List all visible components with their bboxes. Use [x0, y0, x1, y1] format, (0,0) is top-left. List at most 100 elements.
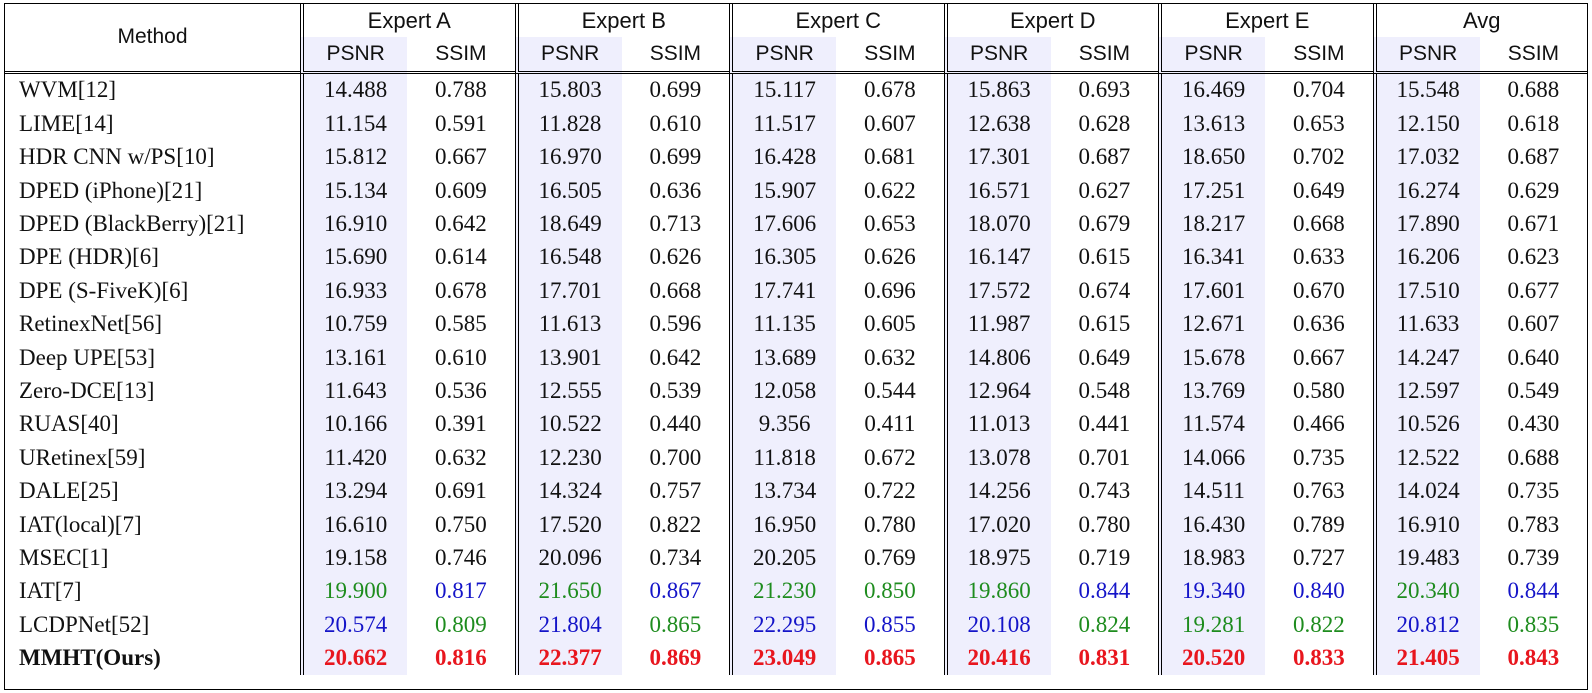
table-row: IAT[7] 19.900 0.817 21.650 0.867 21.230 0.850 1…: [5, 574, 1587, 609]
ssim-value-cell: 0.743: [1078, 478, 1131, 504]
psnr-value-cell: 15.548: [1372, 73, 1480, 108]
method-cell: WVM[12]: [19, 77, 117, 103]
psnr-value-cell: 20.416: [943, 641, 1051, 675]
ssim-value-cell: 0.668: [1293, 211, 1345, 237]
table-row: DPED (BlackBerry)[21] 16.910 0.642 18.649 0.…: [5, 207, 1587, 241]
psnr-value-cell: 14.488: [300, 73, 408, 108]
metric-header-psnr: PSNR: [300, 37, 408, 74]
psnr-value-cell: 20.812: [1372, 608, 1480, 642]
ssim-value-cell: 0.688: [1507, 444, 1560, 470]
psnr-value-cell: 12.058: [729, 374, 837, 408]
psnr-value-cell: 12.638: [943, 107, 1051, 141]
psnr-value-cell: 11.987: [943, 307, 1051, 341]
psnr-value-cell: 22.295: [729, 608, 837, 642]
metric-header-psnr: PSNR: [1158, 37, 1266, 74]
psnr-value-cell: 14.066: [1158, 441, 1266, 475]
psnr-value-cell: 16.305: [729, 240, 837, 275]
psnr-value-cell: 11.517: [729, 107, 837, 141]
group-header-avg: Avg: [1372, 4, 1588, 38]
ssim-value-cell: 0.548: [1078, 377, 1131, 403]
psnr-value-cell: 17.701: [514, 274, 622, 308]
psnr-value-cell: 20.096: [514, 541, 622, 575]
psnr-value-cell: 10.759: [300, 307, 408, 341]
ssim-value-cell: 0.391: [435, 411, 487, 437]
psnr-value-cell: 12.230: [514, 441, 622, 475]
group-header-expert-c: Expert C: [729, 4, 944, 38]
ssim-value-cell: 0.833: [1293, 645, 1345, 671]
psnr-value-cell: 14.024: [1372, 474, 1480, 508]
psnr-value-cell: 18.217: [1158, 207, 1266, 241]
metric-header-psnr: PSNR: [943, 37, 1051, 74]
ssim-value-cell: 0.536: [435, 377, 487, 403]
psnr-value-cell: 11.574: [1158, 407, 1266, 442]
method-cell: DPED (BlackBerry)[21]: [19, 211, 245, 237]
ssim-value-cell: 0.640: [1507, 344, 1560, 370]
psnr-value-cell: 20.662: [300, 641, 408, 675]
ssim-value-cell: 0.605: [864, 311, 916, 337]
ssim-value-cell: 0.596: [649, 311, 702, 337]
metric-header-psnr: PSNR: [1372, 37, 1480, 74]
psnr-value-cell: 15.117: [729, 73, 837, 108]
ssim-value-cell: 0.539: [649, 377, 702, 403]
ssim-value-cell: 0.629: [1507, 177, 1560, 203]
ssim-value-cell: 0.757: [649, 478, 702, 504]
method-cell: RUAS[40]: [19, 411, 119, 437]
method-cell: DPE (HDR)[6]: [19, 244, 159, 270]
psnr-value-cell: 16.147: [943, 240, 1051, 275]
ssim-value-cell: 0.668: [649, 277, 702, 303]
psnr-value-cell: 10.166: [300, 407, 408, 442]
ssim-value-cell: 0.824: [1078, 611, 1131, 637]
table-row: LCDPNet[52] 20.574 0.809 21.804 0.865 22.295 0…: [5, 608, 1587, 642]
psnr-value-cell: 15.678: [1158, 340, 1266, 375]
method-cell: URetinex[59]: [19, 444, 146, 470]
table-row: DALE[25] 13.294 0.691 14.324 0.757 13.734 0.72…: [5, 474, 1587, 508]
psnr-value-cell: 11.013: [943, 407, 1051, 442]
ssim-value-cell: 0.691: [435, 478, 487, 504]
psnr-value-cell: 16.933: [300, 274, 408, 308]
method-header: Method: [5, 4, 300, 74]
psnr-value-cell: 20.520: [1158, 641, 1266, 675]
psnr-value-cell: 16.970: [514, 140, 622, 174]
method-cell: DALE[25]: [19, 478, 119, 504]
psnr-value-cell: 13.161: [300, 340, 408, 375]
psnr-value-cell: 14.247: [1372, 340, 1480, 375]
psnr-value-cell: 17.601: [1158, 274, 1266, 308]
psnr-value-cell: 16.428: [729, 140, 837, 174]
ssim-value-cell: 0.623: [1507, 244, 1560, 270]
ssim-value-cell: 0.678: [435, 277, 487, 303]
ssim-value-cell: 0.549: [1507, 377, 1560, 403]
psnr-value-cell: 13.613: [1158, 107, 1266, 141]
ssim-value-cell: 0.636: [649, 177, 702, 203]
ssim-value-cell: 0.544: [864, 377, 916, 403]
psnr-value-cell: 11.633: [1372, 307, 1480, 341]
ssim-value-cell: 0.734: [649, 544, 702, 570]
ssim-value-cell: 0.780: [1078, 511, 1131, 537]
psnr-value-cell: 12.964: [943, 374, 1051, 408]
psnr-value-cell: 16.469: [1158, 73, 1266, 108]
table-row: DPE (HDR)[6] 15.690 0.614 16.548 0.626 16.305…: [5, 240, 1587, 275]
psnr-value-cell: 21.650: [514, 574, 622, 609]
psnr-value-cell: 11.818: [729, 441, 837, 475]
psnr-value-cell: 16.206: [1372, 240, 1480, 275]
table-row: URetinex[59] 11.420 0.632 12.230 0.700 11.818…: [5, 441, 1587, 475]
ssim-value-cell: 0.850: [864, 578, 916, 604]
ssim-value-cell: 0.693: [1078, 77, 1131, 103]
ssim-value-cell: 0.607: [864, 110, 916, 136]
ssim-value-cell: 0.735: [1293, 444, 1345, 470]
psnr-value-cell: 17.741: [729, 274, 837, 308]
ssim-value-cell: 0.441: [1078, 411, 1131, 437]
results-table-frame: Method Expert A Expert B Expert C Expert…: [4, 3, 1588, 690]
psnr-value-cell: 15.863: [943, 73, 1051, 108]
psnr-value-cell: 17.572: [943, 274, 1051, 308]
psnr-value-cell: 20.108: [943, 608, 1051, 642]
psnr-value-cell: 21.405: [1372, 641, 1480, 675]
ssim-value-cell: 0.674: [1078, 277, 1131, 303]
psnr-value-cell: 22.377: [514, 641, 622, 675]
psnr-value-cell: 16.950: [729, 507, 837, 542]
psnr-value-cell: 12.522: [1372, 441, 1480, 475]
psnr-value-cell: 21.230: [729, 574, 837, 609]
ssim-value-cell: 0.687: [1078, 144, 1131, 170]
table-row: MSEC[1] 19.158 0.746 20.096 0.734 20.205 0.769…: [5, 541, 1587, 575]
ssim-value-cell: 0.679: [1078, 211, 1131, 237]
ssim-value-cell: 0.681: [864, 144, 916, 170]
